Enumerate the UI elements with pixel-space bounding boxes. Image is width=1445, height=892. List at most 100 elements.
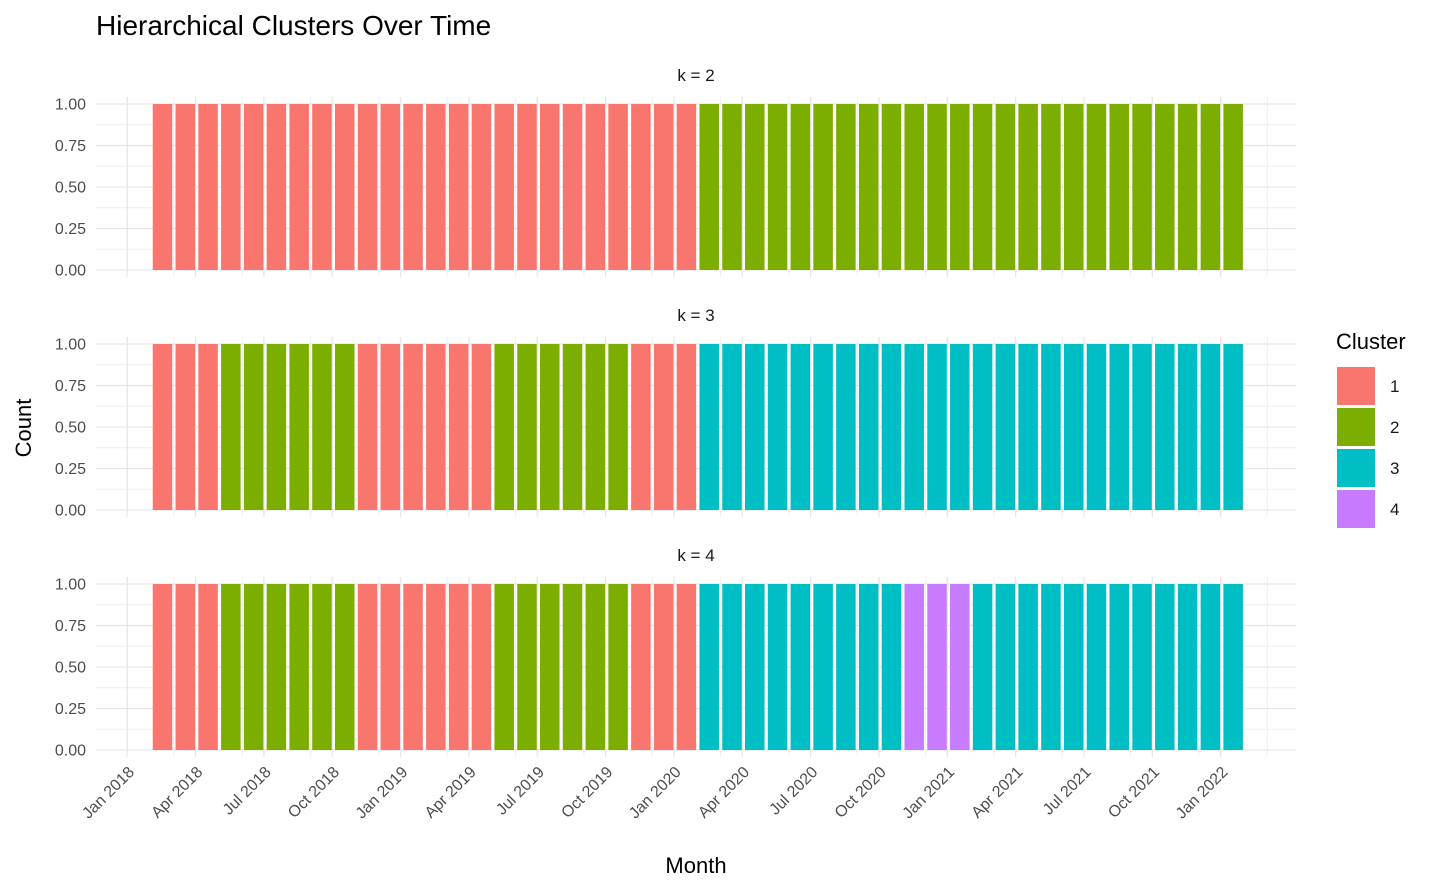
bar xyxy=(653,344,674,510)
bar xyxy=(471,344,492,510)
bar xyxy=(289,104,309,270)
bar xyxy=(334,584,355,750)
bar xyxy=(699,344,719,510)
bar xyxy=(950,104,970,270)
bar xyxy=(1086,584,1107,750)
bar xyxy=(1155,584,1175,750)
bar xyxy=(1063,104,1084,270)
bar xyxy=(881,344,902,510)
bar xyxy=(175,344,196,510)
x-tick-label: Apr 2021 xyxy=(969,764,1027,822)
legend-key-3 xyxy=(1337,449,1375,487)
bar xyxy=(995,584,1016,750)
bar xyxy=(403,344,423,510)
bar xyxy=(653,584,674,750)
y-tick-label: 0.25 xyxy=(55,461,86,478)
bar xyxy=(585,104,606,270)
y-tick-label: 0.25 xyxy=(55,701,86,718)
bar xyxy=(1177,584,1198,750)
bar xyxy=(1177,344,1198,510)
bar xyxy=(198,104,218,270)
x-tick-label: Oct 2018 xyxy=(285,764,343,822)
bar xyxy=(357,104,378,270)
bar xyxy=(676,104,697,270)
bar xyxy=(995,104,1016,270)
bar xyxy=(540,584,560,750)
bar xyxy=(152,584,173,750)
bar xyxy=(448,344,469,510)
bar xyxy=(813,584,833,750)
bar xyxy=(1018,104,1038,270)
bar xyxy=(745,584,765,750)
bar xyxy=(357,584,378,750)
bar xyxy=(608,104,628,270)
bar xyxy=(927,344,947,510)
bar xyxy=(1086,104,1107,270)
bar xyxy=(836,584,856,750)
bar xyxy=(881,104,902,270)
bar xyxy=(608,344,628,510)
bar xyxy=(1063,584,1084,750)
bar xyxy=(1132,104,1152,270)
bar xyxy=(767,104,788,270)
bar xyxy=(836,344,856,510)
y-tick-label: 1.00 xyxy=(55,97,86,114)
bar xyxy=(722,344,742,510)
x-tick-label: Oct 2019 xyxy=(558,764,616,822)
bar xyxy=(289,584,309,750)
y-tick-label: 0.75 xyxy=(55,378,86,395)
bar xyxy=(152,104,173,270)
bar xyxy=(471,104,492,270)
bar xyxy=(198,584,218,750)
y-axis-title: Count xyxy=(11,399,36,458)
bar xyxy=(334,344,355,510)
legend-key-1 xyxy=(1337,367,1375,405)
x-axis: Jan 2018 Apr 2018 Jul 2018 Oct 2018 Jan 2019… xyxy=(79,764,1231,823)
bar xyxy=(950,344,970,510)
bar xyxy=(198,344,218,510)
bar xyxy=(745,104,765,270)
y-tick-label: 0.25 xyxy=(55,221,86,238)
x-tick-label: Jul 2018 xyxy=(220,764,275,819)
bar xyxy=(517,584,537,750)
y-tick-label: 0.00 xyxy=(55,743,86,760)
bar xyxy=(243,104,264,270)
bar xyxy=(1109,584,1130,750)
bar xyxy=(813,104,833,270)
x-tick-label: Jan 2020 xyxy=(626,764,685,823)
x-tick-label: Apr 2019 xyxy=(422,764,480,822)
x-tick-label: Jul 2021 xyxy=(1040,764,1095,819)
bar xyxy=(722,584,742,750)
bar xyxy=(334,104,355,270)
bar xyxy=(699,104,719,270)
bar xyxy=(904,104,924,270)
bar xyxy=(152,344,173,510)
bar xyxy=(676,584,697,750)
facet-panels: k = 2 0.00 0.25 0.50 0.75 1.00 k = 3 0.00 0.25 0.… xyxy=(55,66,1296,760)
bar xyxy=(722,104,742,270)
x-tick-label: Jul 2020 xyxy=(767,764,822,819)
bar xyxy=(927,584,947,750)
bar xyxy=(1223,104,1243,270)
bar xyxy=(494,344,514,510)
panel-3: k = 4 0.00 0.25 0.50 0.75 1.00 xyxy=(55,546,1296,760)
x-tick-label: Jan 2018 xyxy=(79,764,138,823)
bar xyxy=(790,584,811,750)
bar xyxy=(494,104,514,270)
bar xyxy=(1223,344,1243,510)
bar xyxy=(585,584,606,750)
bar xyxy=(608,584,628,750)
y-tick-label: 1.00 xyxy=(55,337,86,354)
bar xyxy=(426,344,446,510)
bar xyxy=(243,344,264,510)
bar xyxy=(1200,104,1221,270)
bar xyxy=(175,584,196,750)
bar xyxy=(858,584,879,750)
bar xyxy=(790,344,811,510)
bar xyxy=(1041,104,1061,270)
y-tick-label: 0.50 xyxy=(55,420,86,437)
legend-title: Cluster xyxy=(1336,329,1406,354)
bar xyxy=(904,584,924,750)
x-tick-label: Jan 2019 xyxy=(353,764,412,823)
bar xyxy=(562,104,583,270)
